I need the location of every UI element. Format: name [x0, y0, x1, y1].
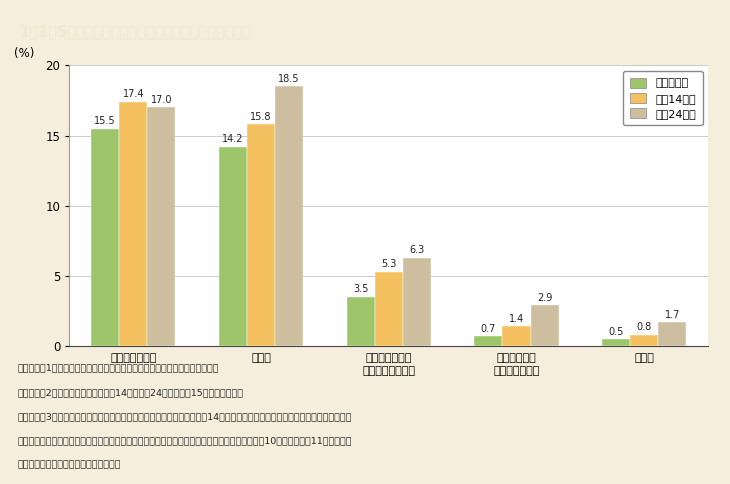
Bar	[531, 305, 558, 346]
Bar	[658, 322, 686, 346]
Bar	[119, 102, 147, 346]
Bar	[275, 86, 303, 346]
Text: 長級は，同５，６級（同旧７，８級），本省課室長・地方機関の長級は，同７～10級（同旧９～11級）の適用: 長級は，同５，６級（同旧７，８級），本省課室長・地方機関の長級は，同７～10級（…	[18, 436, 353, 445]
Text: 5.3: 5.3	[381, 259, 396, 269]
Text: 者に占める女性の割合。: 者に占める女性の割合。	[18, 460, 121, 469]
Text: 0.5: 0.5	[608, 327, 624, 336]
Bar	[347, 297, 374, 346]
Text: 2．平成４年度は年度末，14年度及び24年度は１月15日現在の割合。: 2．平成４年度は年度末，14年度及び24年度は１月15日現在の割合。	[18, 388, 244, 397]
Bar	[630, 335, 658, 346]
Text: 1－1－5図　一般職国家公務員の役職段階別の女性割合: 1－1－5図 一般職国家公務員の役職段階別の女性割合	[20, 24, 251, 39]
Bar	[247, 124, 275, 346]
Text: （備考）　1．人事院「一般職の国家公務員の任用状況調査報告」より作成。: （備考） 1．人事院「一般職の国家公務員の任用状況調査報告」より作成。	[18, 364, 220, 373]
Bar	[219, 147, 247, 346]
Text: 17.4: 17.4	[123, 90, 144, 99]
Y-axis label: (%): (%)	[15, 47, 35, 60]
Text: 0.8: 0.8	[637, 322, 652, 333]
Text: 6.3: 6.3	[410, 245, 424, 255]
Bar	[374, 272, 403, 346]
Text: 3.5: 3.5	[353, 285, 369, 294]
Text: 1.4: 1.4	[509, 314, 524, 324]
Bar	[91, 128, 119, 346]
Text: 15.8: 15.8	[250, 112, 272, 122]
Text: 0.7: 0.7	[480, 324, 496, 333]
Bar	[147, 107, 175, 346]
Text: 1.7: 1.7	[664, 310, 680, 319]
Text: 14.2: 14.2	[222, 134, 244, 144]
Text: 18.5: 18.5	[278, 74, 300, 84]
Text: 15.5: 15.5	[94, 116, 116, 126]
Legend: 平成４年度, 平成14年度, 平成24年度: 平成４年度, 平成14年度, 平成24年度	[623, 71, 702, 125]
Bar	[502, 326, 531, 346]
Text: 17.0: 17.0	[150, 95, 172, 105]
Bar	[602, 339, 630, 346]
Text: 2.9: 2.9	[537, 293, 553, 303]
Bar	[474, 336, 502, 346]
Text: 3．係長級は，行政執務給表（一）３，４級（平成４年度及び14年度は旧４～６級），本省課長補佐・地方機関の課: 3．係長級は，行政執務給表（一）３，４級（平成４年度及び14年度は旧４～６級），…	[18, 412, 353, 421]
Bar	[403, 257, 431, 346]
